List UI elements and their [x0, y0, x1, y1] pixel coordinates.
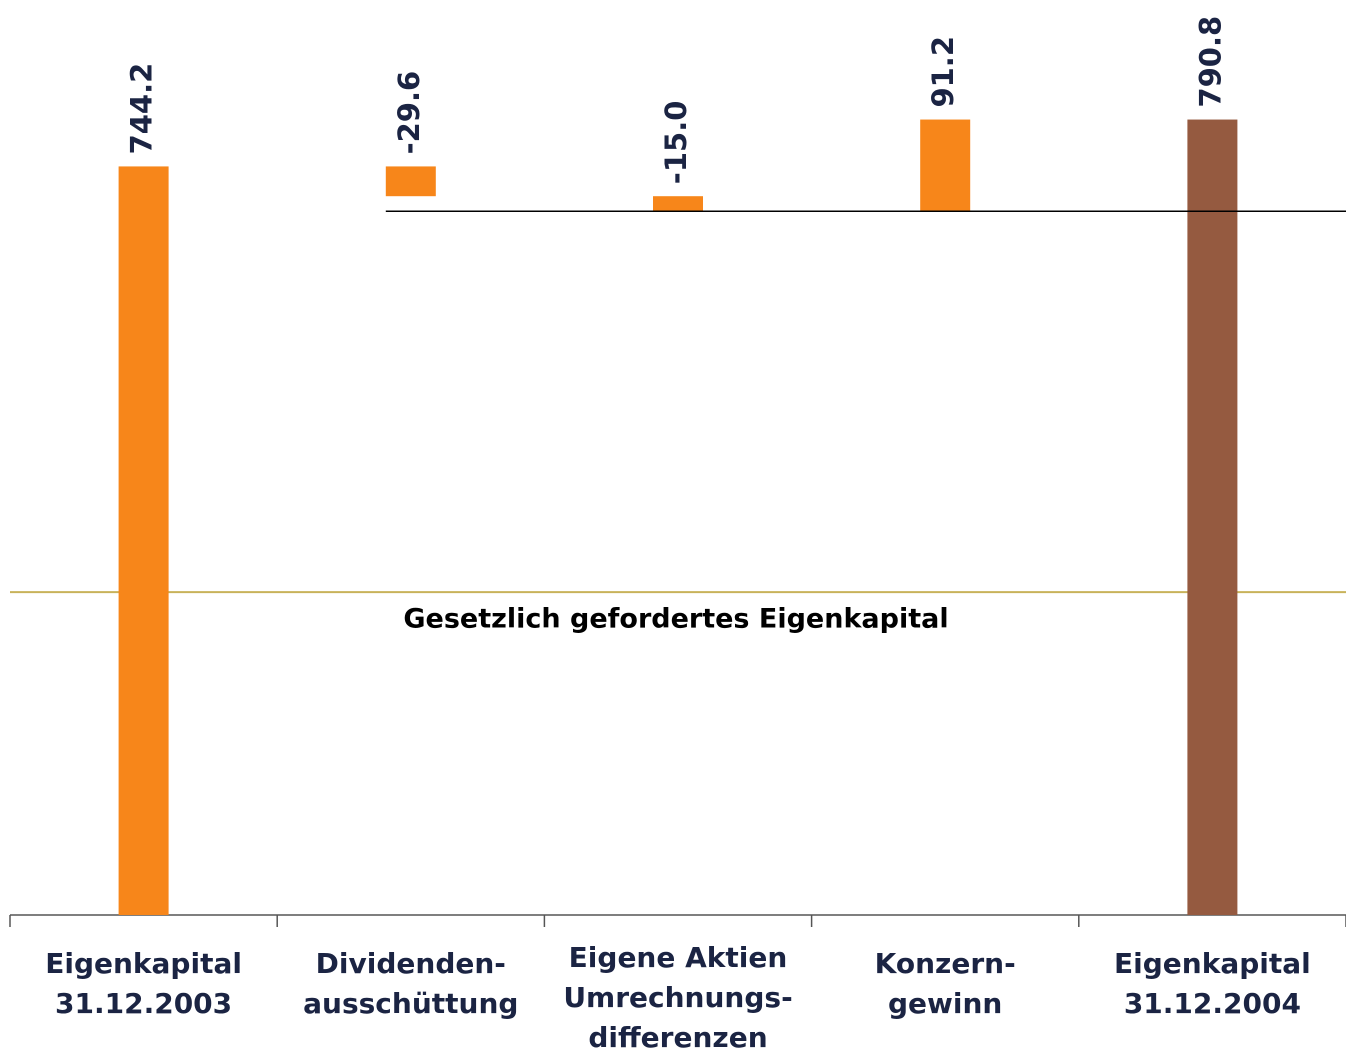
bar — [920, 119, 971, 212]
x-tick-label: Eigenkapital — [45, 947, 242, 980]
bar — [1187, 119, 1238, 916]
x-tick-label: differenzen — [588, 1021, 767, 1054]
x-tick-label: ausschüttung — [303, 987, 518, 1020]
x-tick-label: gewinn — [888, 987, 1002, 1020]
x-tick-label: 31.12.2004 — [1124, 987, 1301, 1020]
bar — [653, 196, 703, 212]
value-label: -29.6 — [392, 71, 426, 155]
reference-label: Gesetzlich gefordertes Eigenkapital — [403, 604, 948, 635]
value-label: 91.2 — [926, 36, 960, 108]
x-tick-label: Dividenden- — [316, 947, 506, 980]
bar — [118, 166, 169, 915]
x-tick-label: Eigenkapital — [1114, 947, 1311, 980]
x-tick-label: Eigene Aktien — [569, 941, 788, 974]
x-tick-label: Umrechnungs- — [563, 981, 792, 1014]
value-label: -15.0 — [659, 101, 693, 185]
value-label: 790.8 — [1193, 16, 1227, 108]
value-label: 744.2 — [125, 63, 159, 155]
x-tick-label: 31.12.2003 — [55, 987, 232, 1020]
bar — [385, 166, 436, 197]
x-tick-label: Konzern- — [875, 947, 1016, 980]
